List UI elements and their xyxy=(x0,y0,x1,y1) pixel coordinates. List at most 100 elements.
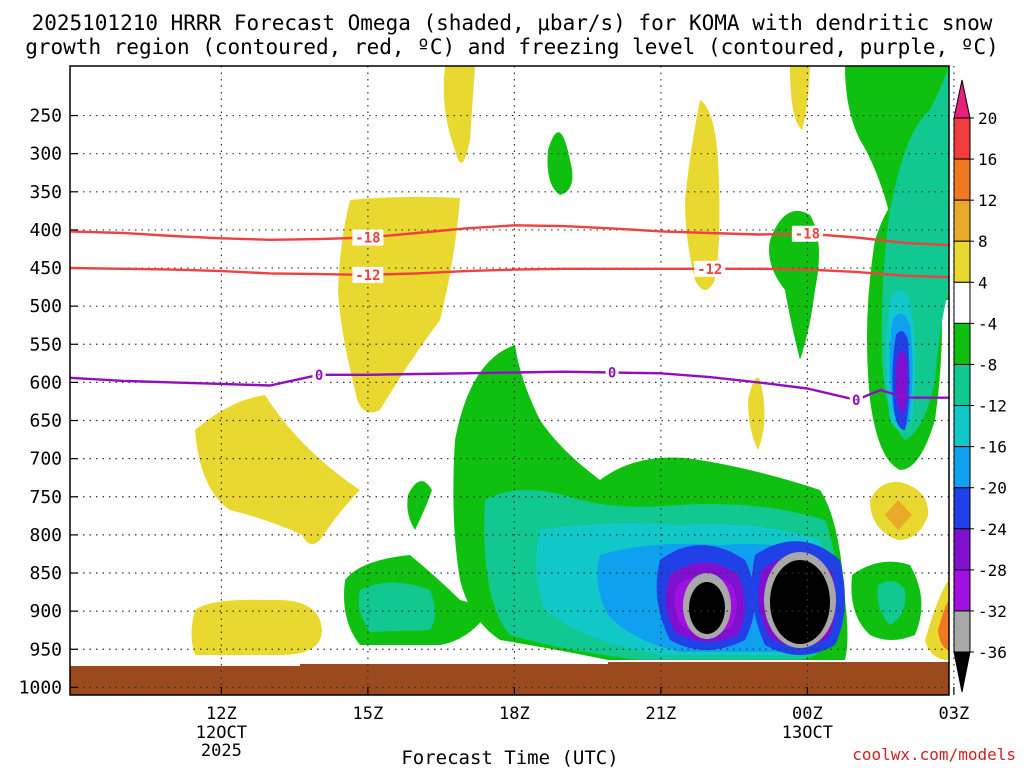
colorbar-band xyxy=(953,446,971,489)
colorbar-label: -12 xyxy=(978,397,1007,416)
x-tick-label: 00Z xyxy=(792,704,823,724)
green-region-17z-small xyxy=(407,481,432,530)
plot-frame xyxy=(69,65,950,696)
black-core-2330z xyxy=(689,582,725,634)
colorbar-label: -32 xyxy=(978,602,1007,621)
colorbar-label: 8 xyxy=(978,232,988,251)
colorbar-label: 16 xyxy=(978,150,997,169)
colorbar-arrow-bottom xyxy=(953,651,971,693)
colorbar-label: -28 xyxy=(978,561,1007,580)
x-tick-label: 21Z xyxy=(646,704,677,724)
purple-core-03z xyxy=(895,351,908,415)
colorbar-band xyxy=(953,487,971,530)
x-tick-year: 2025 xyxy=(201,741,242,761)
x-axis-label: Forecast Time (UTC) xyxy=(401,747,618,768)
colorbar-band xyxy=(953,528,971,571)
green-region-20z-top xyxy=(547,132,573,195)
x-tick-label: 18Z xyxy=(499,704,530,724)
colorbar-band xyxy=(953,158,971,201)
y-tick-label: 750 xyxy=(29,487,62,508)
freezing-level-0-label-bg xyxy=(849,391,863,408)
yellow-region-top-18z xyxy=(443,66,475,163)
colorbar-band xyxy=(953,117,971,160)
y-tick-label: 600 xyxy=(29,372,62,393)
y-tick-label: 400 xyxy=(29,220,62,241)
freezing-level-0-label-bg xyxy=(312,366,326,383)
ground-terrain xyxy=(70,666,949,695)
colorbar-label: -24 xyxy=(978,520,1007,539)
dgz-minus-12-label-bg xyxy=(352,266,384,283)
grid-y xyxy=(70,114,949,688)
yellow-region-13z-lower xyxy=(191,599,322,655)
freezing-level-0-label: 0 xyxy=(608,365,616,381)
colorbar-arrow-top xyxy=(953,79,971,119)
chart-title-line2: growth region (contoured, red, ºC) and f… xyxy=(25,35,999,59)
colorbar: 20 16 12 8 4 -4 -8 -12 -16 -20 -24 -28 -32 -36 xyxy=(953,79,1007,693)
yellow-region-16z xyxy=(338,196,460,413)
teal-region-02z-lower xyxy=(877,581,906,625)
colorbar-band xyxy=(953,363,971,407)
credit-text: coolwx.com/models xyxy=(852,745,1016,764)
y-tick-label: 950 xyxy=(29,639,62,660)
plot-area: -18 -18 -12 -12 0 0 0 xyxy=(69,65,955,696)
colorbar-label: -8 xyxy=(978,355,997,374)
x-tick-label: 03Z xyxy=(939,704,970,724)
colorbar-band xyxy=(953,569,971,612)
colorbar-band xyxy=(953,240,971,283)
y-tick-label: 450 xyxy=(29,258,62,279)
dgz-minus-18-label-bg xyxy=(791,225,823,242)
y-tick-label: 700 xyxy=(29,449,62,470)
y-tick-label: 500 xyxy=(29,296,62,317)
yellow-region-2330z xyxy=(685,100,720,290)
x-tick-date: 12OCT xyxy=(196,723,247,743)
y-tick-label: 850 xyxy=(29,563,62,584)
x-tick-label: 15Z xyxy=(353,704,384,724)
x-tick-date: 13OCT xyxy=(782,723,833,743)
colorbar-band xyxy=(953,199,971,242)
black-core-01z xyxy=(770,560,830,644)
y-tick-label: 1000 xyxy=(19,677,62,698)
teal-region-16z-lower xyxy=(358,582,435,632)
freezing-level-0-label: 0 xyxy=(852,393,860,409)
dgz-minus-12-label: -12 xyxy=(355,268,380,284)
colorbar-label: -16 xyxy=(978,438,1007,457)
orange-region-right-edge xyxy=(938,600,949,650)
contour-layer: -18 -18 -12 -12 0 0 0 xyxy=(69,224,950,409)
yellow-region-01z-top xyxy=(790,66,810,130)
yellow-region-13z xyxy=(195,395,360,544)
freezing-level-0-line xyxy=(69,370,949,402)
chart-title-line1: 2025101210 HRRR Forecast Omega (shaded, … xyxy=(32,11,993,35)
y-tick-label: 900 xyxy=(29,601,62,622)
y-tick-label: 800 xyxy=(29,525,62,546)
dgz-minus-12-label: -12 xyxy=(697,262,722,278)
colorbar-band xyxy=(953,281,971,324)
colorbar-band xyxy=(953,322,971,365)
dgz-minus-18-label: -18 xyxy=(795,227,820,243)
green-region-01z-upper xyxy=(769,210,819,360)
x-tick-label: 12Z xyxy=(206,704,237,724)
colorbar-label: -36 xyxy=(978,643,1007,662)
dgz-minus-18-label-bg xyxy=(352,229,384,246)
colorbar-label: -20 xyxy=(978,479,1007,498)
y-tick-label: 300 xyxy=(29,144,62,165)
colorbar-label: 4 xyxy=(978,273,988,292)
dgz-minus-12-line xyxy=(69,266,950,279)
freezing-level-0-label-bg xyxy=(605,364,619,381)
colorbar-label: 20 xyxy=(978,109,997,128)
freezing-level-0-label: 0 xyxy=(315,368,323,384)
ground-terrain-top xyxy=(70,662,949,666)
colorbar-label: 12 xyxy=(978,191,997,210)
colorbar-label: -4 xyxy=(978,314,997,333)
dgz-minus-18-label: -18 xyxy=(355,231,380,247)
orange-spot-03z xyxy=(885,500,912,530)
y-tick-label: 650 xyxy=(29,411,62,432)
y-tick-label: 250 xyxy=(29,106,62,127)
y-tick-labels: 250 300 350 400 450 500 550 600 650 700 750 800 850 9… xyxy=(19,106,62,699)
y-tick-label: 350 xyxy=(29,182,62,203)
colorbar-band xyxy=(953,610,971,653)
dgz-minus-12-label-bg xyxy=(694,260,726,277)
colorbar-band xyxy=(953,405,971,448)
y-tick-label: 550 xyxy=(29,334,62,355)
